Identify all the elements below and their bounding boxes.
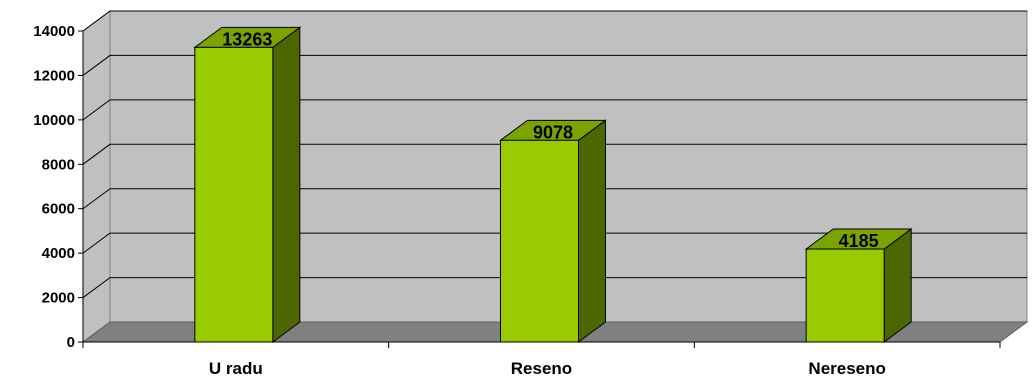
y-tick-label: 2000: [42, 290, 75, 307]
y-tick-label: 4000: [42, 245, 75, 262]
x-axis-ticks: U radu Reseno Nereseno: [82, 342, 1001, 378]
bar-side: [578, 119, 606, 343]
y-axis-ticks: 0 2000 4000 6000 8000 10000 12000 14000: [33, 23, 83, 351]
data-label: 4185: [839, 231, 879, 251]
gridline: [82, 10, 1027, 32]
x-category-label: U radu: [209, 359, 263, 378]
x-category-label: Nereseno: [808, 359, 885, 378]
data-label: 9078: [533, 122, 573, 142]
bar-front: [194, 46, 274, 343]
gridline: [82, 99, 1027, 121]
y-tick-label: 0: [67, 334, 75, 351]
bars: [193, 26, 913, 343]
side-wall: [82, 10, 111, 343]
gridline: [82, 54, 1027, 76]
gridline: [82, 143, 1027, 165]
data-label: 13263: [222, 29, 272, 49]
y-tick-label: 10000: [33, 112, 75, 129]
bar-nereseno: [804, 228, 913, 343]
gridline: [82, 277, 1027, 298]
x-category-label: Reseno: [511, 359, 572, 378]
gridline: [82, 188, 1027, 210]
y-tick-label: 6000: [42, 201, 75, 218]
gridlines: [82, 10, 1027, 298]
bar-reseno: [498, 119, 608, 343]
y-tick-label: 12000: [33, 67, 75, 84]
bar-side: [272, 26, 301, 343]
bar-front: [805, 248, 885, 343]
bar-front: [500, 139, 579, 343]
bar-u-radu: [193, 26, 302, 343]
data-labels: 13263 9078 4185: [222, 29, 878, 251]
y-tick-label: 8000: [42, 156, 75, 173]
gridline: [82, 232, 1027, 254]
y-tick-label: 14000: [33, 23, 75, 40]
